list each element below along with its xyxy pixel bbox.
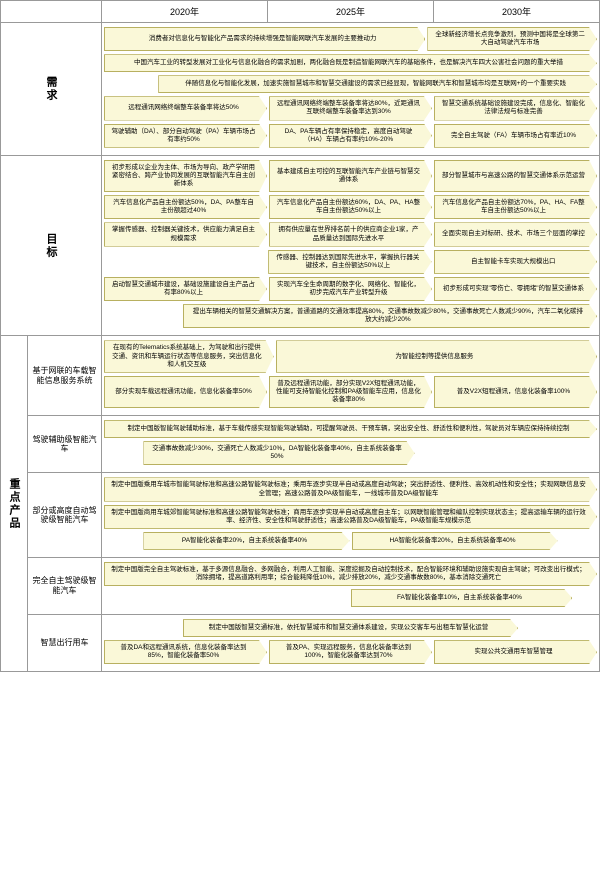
- sub-label-2: 驾驶辅助级智能汽车: [28, 416, 102, 473]
- arrow: 制定中国版乘用车城市智能驾驶标准和高速公路智能驾驶标准；乘用车逐步实现半自动或高…: [104, 477, 597, 501]
- arrow: DA、PA车辆占有率保持稳定，高度自动驾驶（HA）车辆占有率约10%-20%: [269, 124, 432, 148]
- p2-content: 制定中国版智能驾驶辅助标准，基于车载传感实现智能驾驶辅助，可提醒驾驶员、干预车辆…: [102, 416, 600, 473]
- arrow: 部分实现车载远程通讯功能，信息化装备率50%: [104, 376, 267, 408]
- arrow: 全球新经济增长点竞争激烈，预测中国将是全球第二大自动驾驶汽车市场: [427, 27, 597, 51]
- arrow: 制定中国版完全自主驾驶标准，基于多源信息融合、多网融合，利用人工智能、深度挖掘及…: [104, 562, 597, 586]
- arrow: 驾驶辅助（DA）、部分自动驾驶（PA）车辆市场占有率约50%: [104, 124, 267, 148]
- section-products: 重点产品: [0, 336, 28, 672]
- arrow: HA智能化装备率20%，自主系统装备率40%: [352, 532, 558, 550]
- section-target: 目标: [0, 156, 102, 337]
- p1-content: 在现有的Telematics系统基础上，为驾驶和出行提供交通、资讯和车辆运行状态…: [102, 336, 600, 416]
- arrow: 普及远程通讯功能，部分实现V2X短程通讯功能，性能可支持智能化控制和PA级智能车…: [269, 376, 432, 408]
- arrow: 传感器、控制器达到国际先进水平，掌握执行器关键技术，自主份额达50%以上: [268, 250, 431, 274]
- arrow: 自主智能卡车实现大规模出口: [434, 250, 597, 274]
- arrow: FA智能化装备率10%，自主系统装备率40%: [351, 589, 573, 607]
- arrow: 汽车信息化产品自主份额达60%，DA、PA、HA整车自主份额达50%以上: [269, 195, 432, 219]
- arrow: 制定中国版商用车城郊智能驾驶标准和高速公路智能驾驶标准；商用车逐步实现半自动或高…: [104, 505, 597, 529]
- arrow: 普及V2X短程通讯，信息化装备率100%: [434, 376, 597, 408]
- sub-label-3: 部分或高度自动驾驶级智能汽车: [28, 473, 102, 558]
- arrow: 基本建成自主可控的互联智能汽车产业链与智慧交通体系: [269, 160, 432, 192]
- arrow: 为智能控制等提供信息服务: [276, 340, 597, 372]
- arrow: 远程通讯网络终端整车装备率将达50%: [104, 96, 267, 120]
- arrow: 初步形成可实现"零伤亡、零拥堵"的智慧交通体系: [434, 277, 597, 301]
- arrow: 普及PA、实现远程服务，信息化装备率达到100%，智能化装备率达到70%: [269, 640, 432, 664]
- arrow: 实现汽车全生命周期的数字化、网络化、智能化，初步完成汽车产业转型升级: [269, 277, 432, 301]
- arrow: 伴随信息化与智能化发展，加速实施智慧城市和智慧交通建设的需求已经显现，智能网联汽…: [158, 75, 597, 93]
- arrow: 消费者对信息化与智能化产品需求的持续增强是智能网联汽车发展的主要推动力: [104, 27, 425, 51]
- arrow: 中国汽车工业的转型发展对工业化与信息化融合的需求加剧，两化融合既是制造智能网联汽…: [104, 54, 597, 72]
- sub-label-1: 基于网联的车载智能信息服务系统: [28, 336, 102, 416]
- arrow: 拥有供应量在世界排名前十的供应商企业1家，产品质量达到国际先进水平: [269, 222, 432, 246]
- arrow: 部分智慧城市与高速公路的智慧交通体系示范运营: [434, 160, 597, 192]
- arrow: 智慧交通系统基础设施建设完成，信息化、智能化法律法规与标准完善: [434, 96, 597, 120]
- header-2025: 2025年: [268, 0, 434, 23]
- sub-label-4: 完全自主驾驶级智能汽车: [28, 558, 102, 615]
- arrow: 汽车信息化产品自主份额达50%，DA、PA整车自主份额超过40%: [104, 195, 267, 219]
- header-2030: 2030年: [434, 0, 600, 23]
- arrow: 在现有的Telematics系统基础上，为驾驶和出行提供交通、资讯和车辆运行状态…: [104, 340, 274, 372]
- header-blank: [0, 0, 102, 23]
- p5-content: 制定中国版智慧交通标准，依托智慧城市和智慧交通体系建设，实现公交客车与出租车智慧…: [102, 615, 600, 672]
- target-content: 初步形成以企业为主体、市场为导向、政产学研用紧密结合、跨产业协同发展的互联智能汽…: [102, 156, 600, 337]
- p4-content: 制定中国版完全自主驾驶标准，基于多源信息融合、多网融合，利用人工智能、深度挖掘及…: [102, 558, 600, 615]
- arrow: 制定中国版智能驾驶辅助标准，基于车载传感实现智能驾驶辅助，可提醒驾驶员、干预车辆…: [104, 420, 597, 438]
- arrow: 全面实现自主对标研、技术、市场三个层面的掌控: [434, 222, 597, 246]
- arrow: 掌握传感器、控制器关键技术，供应能力满足自主规模需求: [104, 222, 267, 246]
- arrow: 提出车辆相关的智慧交通解决方案，普通道路的交通效率提高80%，交通事故数减少80…: [183, 304, 597, 328]
- roadmap-grid: 2020年 2025年 2030年 需求 消费者对信息化与智能化产品需求的持续增…: [0, 0, 600, 672]
- arrow: 汽车信息化产品自主份额达70%，PA、HA、FA整车自主份额达50%以上: [434, 195, 597, 219]
- header-2020: 2020年: [102, 0, 268, 23]
- sub-label-5: 智慧出行用车: [28, 615, 102, 672]
- arrow: 初步形成以企业为主体、市场为导向、政产学研用紧密结合、跨产业协同发展的互联智能汽…: [104, 160, 267, 192]
- p3-content: 制定中国版乘用车城市智能驾驶标准和高速公路智能驾驶标准；乘用车逐步实现半自动或高…: [102, 473, 600, 558]
- arrow: 交通事故数减少30%，交通死亡人数减少10%，DA智能化装备率40%，自主系统装…: [143, 441, 414, 465]
- demand-content: 消费者对信息化与智能化产品需求的持续增强是智能网联汽车发展的主要推动力 全球新经…: [102, 23, 600, 156]
- arrow: 完全自主驾驶（FA）车辆市场占有率近10%: [434, 124, 597, 148]
- arrow: 普及DA和远程通讯系统，信息化装备率达到85%，智能化装备率50%: [104, 640, 267, 664]
- arrow: PA智能化装备率20%，自主系统装备率40%: [143, 532, 349, 550]
- section-demand: 需求: [0, 23, 102, 156]
- arrow: 实现公共交通用车智慧管理: [434, 640, 597, 664]
- arrow: 制定中国版智慧交通标准，依托智慧城市和智慧交通体系建设，实现公交客车与出租车智慧…: [183, 619, 518, 637]
- arrow: 启动智慧交通城市建设，基础设施建设自主产品占有率80%以上: [104, 277, 267, 301]
- arrow: 远程通讯网络终端整车装备率将达80%，近距通讯互联终端整车装备率达到30%: [269, 96, 432, 120]
